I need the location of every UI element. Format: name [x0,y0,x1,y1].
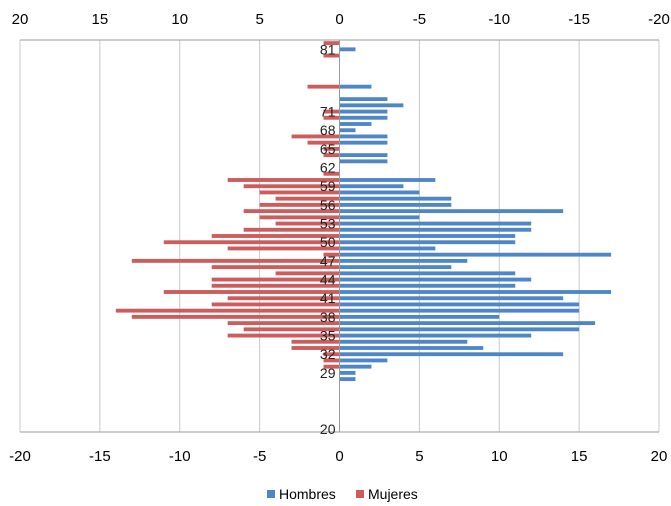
age-label: 20 [320,421,336,437]
top-tick-labels: 20 15 10 5 0 -5 -10 -15 -20 [12,11,670,28]
hombres-bar [340,321,596,325]
hombres-bars [340,47,612,381]
bottom-tick-labels: -20 -15 -10 -5 0 5 10 15 20 [9,448,667,465]
hombres-bar [340,290,612,294]
mujeres-bar [132,315,340,319]
age-label: 71 [320,104,336,120]
hombres-bar [340,327,580,331]
age-label: 41 [320,290,336,306]
hombres-bar [340,303,580,307]
legend-swatch-mujeres [356,490,364,498]
hombres-bar [340,309,580,313]
top-tick-label: -5 [413,11,426,28]
top-tick-label: -20 [648,11,670,28]
bottom-tick-label: 5 [415,448,423,465]
top-tick-label: -10 [488,11,510,28]
hombres-bar [340,110,388,114]
age-label: 53 [320,216,336,232]
hombres-bar [340,259,468,263]
mujeres-bar [116,309,340,313]
age-label: 56 [320,197,336,213]
hombres-bar [340,240,516,244]
hombres-bar [340,128,356,132]
hombres-bar [340,371,356,375]
hombres-bar [340,178,436,182]
hombres-bar [340,278,532,282]
hombres-bar [340,228,532,232]
bottom-tick-label: -15 [89,448,111,465]
age-label: 47 [320,253,336,269]
hombres-bar [340,47,356,51]
hombres-bar [340,159,388,163]
hombres-bar [340,97,388,101]
mujeres-bar [164,240,340,244]
hombres-bar [340,284,516,288]
hombres-bar [340,197,452,201]
top-tick-label: -15 [568,11,590,28]
hombres-bar [340,377,356,381]
axes [20,40,659,432]
hombres-bar [340,340,468,344]
top-tick-label: 15 [92,11,109,28]
age-labels: 81 71 68 65 62 59 56 53 50 47 44 41 38 35 32 29 20 [320,41,336,437]
hombres-bar [340,135,388,139]
hombres-bar [340,141,388,145]
hombres-bar [340,315,500,319]
age-label: 62 [320,160,336,176]
hombres-bar [340,265,452,269]
mujeres-bar [132,259,340,263]
legend: Hombres Mujeres [267,486,418,502]
hombres-bar [340,85,372,89]
mujeres-bar [308,85,340,89]
bottom-tick-label: 20 [651,448,668,465]
age-label: 44 [320,272,336,288]
hombres-bar [340,296,564,300]
hombres-bar [340,222,532,226]
hombres-bar [340,359,388,363]
hombres-bar [340,203,452,207]
hombres-bar [340,215,420,219]
bottom-tick-label: 0 [335,448,343,465]
age-label: 29 [320,365,336,381]
age-label: 35 [320,328,336,344]
legend-swatch-hombres [267,490,275,498]
legend-label-hombres: Hombres [279,486,336,502]
hombres-bar [340,184,404,188]
age-label: 68 [320,122,336,138]
hombres-bar [340,116,388,120]
hombres-bar [340,191,420,195]
legend-label-mujeres: Mujeres [368,486,418,502]
bottom-tick-label: -10 [169,448,191,465]
hombres-bar [340,334,532,338]
mujeres-bar [164,290,340,294]
hombres-bar [340,365,372,369]
hombres-bar [340,122,372,126]
hombres-bar [340,253,612,257]
hombres-bar [340,234,516,238]
age-label: 50 [320,234,336,250]
hombres-bar [340,247,436,251]
age-label: 81 [320,41,336,57]
hombres-bar [340,271,516,275]
mujeres-bars [116,41,340,368]
bottom-tick-label: 15 [571,448,588,465]
age-label: 65 [320,141,336,157]
top-tick-label: 5 [255,11,263,28]
hombres-bar [340,352,564,356]
hombres-bar [340,209,564,213]
hombres-bar [340,153,388,157]
hombres-bar [340,103,404,107]
bottom-tick-label: -20 [9,448,31,465]
bottom-tick-label: -5 [253,448,266,465]
top-tick-label: 20 [12,11,29,28]
age-label: 38 [320,309,336,325]
age-label: 59 [320,178,336,194]
top-tick-label: 10 [171,11,188,28]
top-tick-label: 0 [335,11,343,28]
hombres-bar [340,346,484,350]
bottom-tick-label: 10 [491,448,508,465]
age-label: 32 [320,346,336,362]
